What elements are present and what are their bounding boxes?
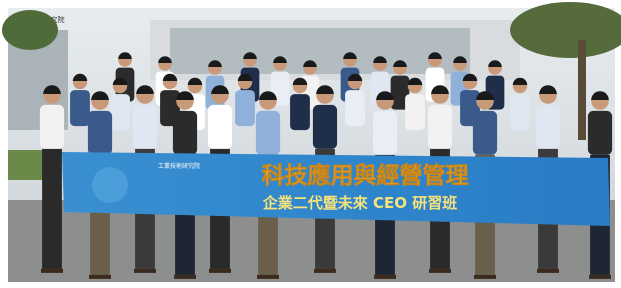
shoes	[134, 269, 156, 273]
body	[256, 111, 280, 155]
body	[110, 94, 130, 130]
shoes	[589, 275, 611, 279]
banner-title: 科技應用與經營管理	[262, 162, 469, 189]
body	[235, 90, 255, 126]
shoes	[474, 275, 496, 279]
shoes	[209, 269, 231, 273]
shoes	[429, 269, 451, 273]
body	[133, 105, 157, 149]
shoes	[174, 275, 196, 279]
page: 工業技術研究院 工業技術研究院 科技應用與經營管理 企業二代暨未來 CEO 研習…	[0, 0, 621, 288]
body	[428, 105, 452, 149]
shoes	[257, 275, 279, 279]
shoes	[537, 269, 559, 273]
banner-graphic	[92, 167, 128, 203]
shoes	[89, 275, 111, 279]
body	[208, 105, 232, 149]
body	[536, 105, 560, 149]
tree-trunk	[578, 40, 586, 140]
body	[405, 94, 425, 130]
body	[473, 111, 497, 155]
legs	[42, 149, 62, 269]
body	[510, 94, 530, 130]
tree	[2, 10, 58, 50]
body	[173, 111, 197, 155]
body	[313, 105, 337, 149]
body	[588, 111, 612, 155]
body	[40, 105, 64, 149]
banner-subtitle: 企業二代暨未來 CEO 研習班	[262, 194, 457, 212]
photo: 工業技術研究院 工業技術研究院 科技應用與經營管理 企業二代暨未來 CEO 研習…	[0, 0, 621, 288]
shoes	[41, 269, 63, 273]
body	[290, 94, 310, 130]
body	[345, 90, 365, 126]
banner-logo: 工業技術研究院	[158, 162, 200, 170]
body	[373, 111, 397, 155]
body	[70, 90, 90, 126]
body	[88, 111, 112, 155]
shoes	[314, 269, 336, 273]
shoes	[374, 275, 396, 279]
